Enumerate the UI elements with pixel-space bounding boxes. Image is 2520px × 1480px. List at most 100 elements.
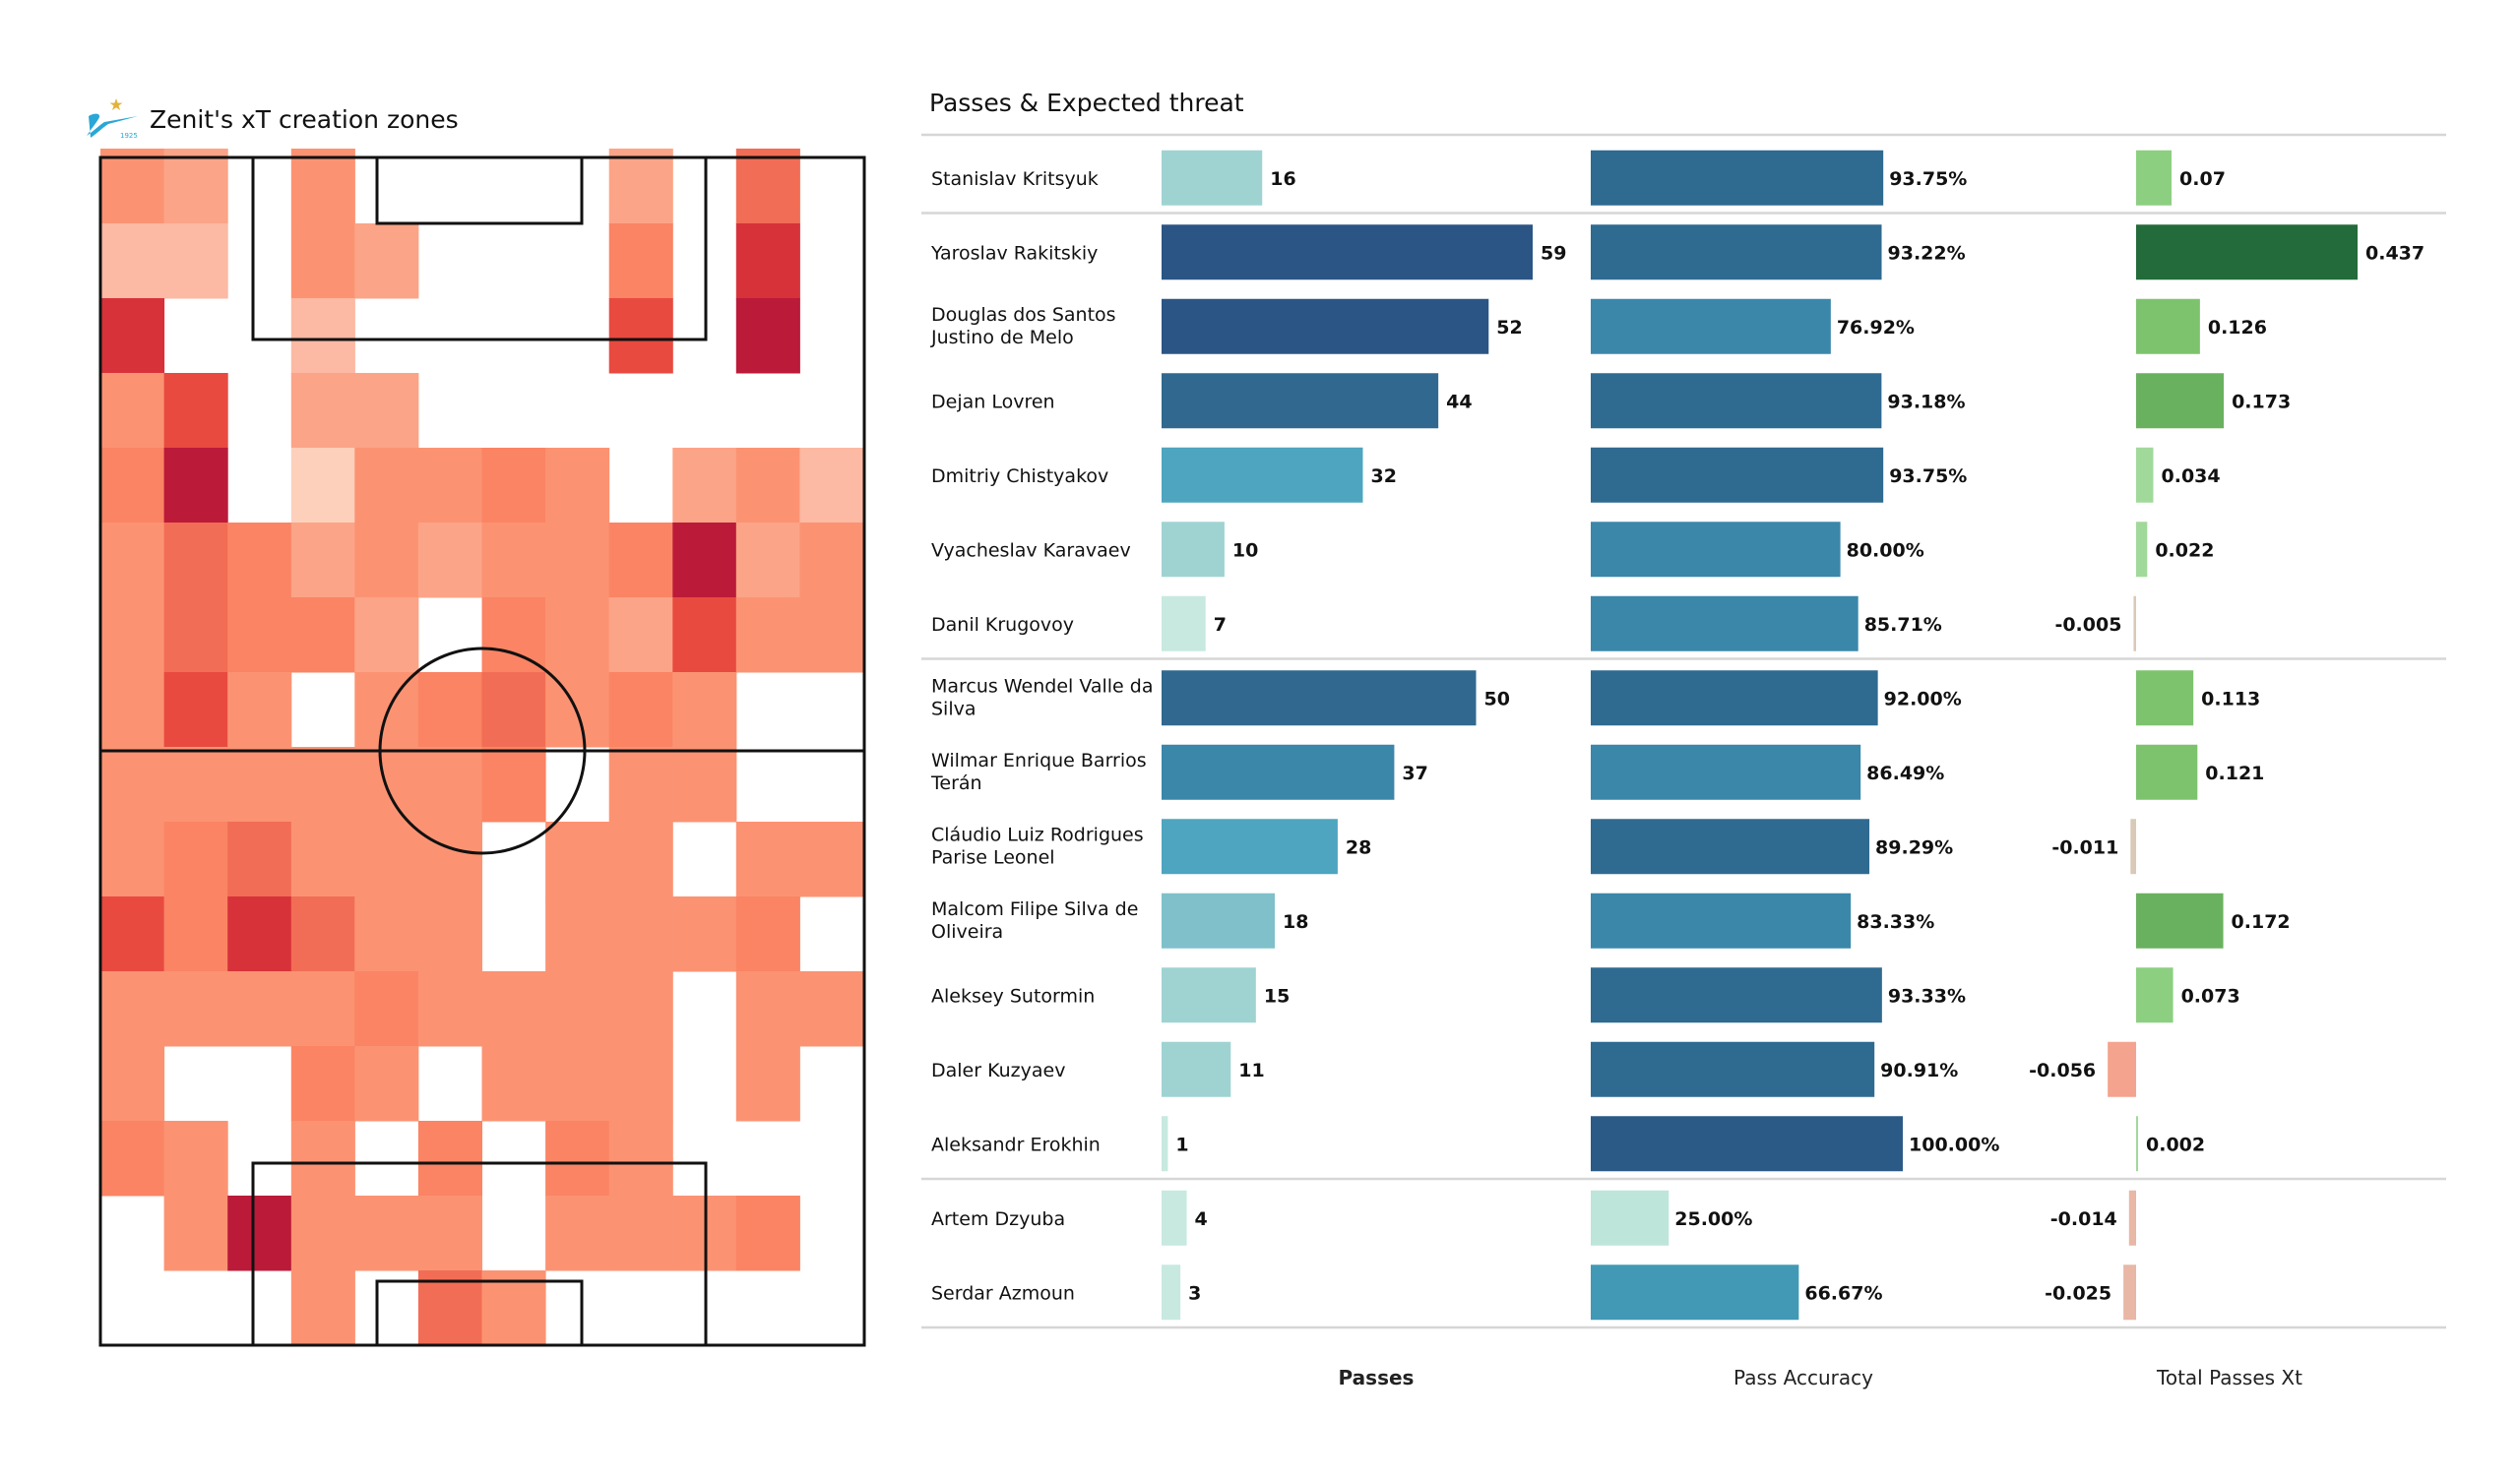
pass-accuracy-value-label: 86.49% xyxy=(1866,763,1944,784)
heatmap-cell xyxy=(354,373,419,449)
table-row: Malcom Filipe Silva de Oliveira 18 83.33% 0.… xyxy=(931,893,2291,949)
heatmap-cell xyxy=(545,822,610,897)
passes-value-label: 3 xyxy=(1188,1282,1201,1304)
xt-bar xyxy=(2136,744,2198,800)
heatmap-cell xyxy=(100,223,165,299)
table-row: Wilmar Enrique Barrios Terán 37 86.49% 0.121 xyxy=(930,744,2264,800)
player-name: Dmitriy Chistyakov xyxy=(931,465,1108,487)
heatmap-cell xyxy=(100,597,165,673)
player-name: Stanislav Kritsyuk xyxy=(931,168,1099,190)
table-row: Dejan Lovren 44 93.18% 0.173 xyxy=(931,373,2291,429)
heatmap-cell xyxy=(163,1121,228,1197)
pass-accuracy-bar xyxy=(1591,819,1870,875)
heatmap-cell xyxy=(545,597,610,673)
passes-value-label: 59 xyxy=(1541,242,1566,264)
passes-bar xyxy=(1162,595,1206,651)
heatmap-cell xyxy=(163,971,228,1047)
player-name: Dejan Lovren xyxy=(931,391,1055,412)
heatmap-cell xyxy=(672,523,737,598)
pass-accuracy-value-label: 93.18% xyxy=(1887,391,1965,412)
heatmap-cell xyxy=(545,896,610,972)
heatmap-cell xyxy=(354,822,419,897)
heatmap-cell xyxy=(735,1196,800,1271)
heatmap-cell xyxy=(608,747,673,823)
table-row: Dmitriy Chistyakov 32 93.75% 0.034 xyxy=(931,447,2221,503)
heatmap-cell xyxy=(354,896,419,972)
pass-accuracy-value-label: 89.29% xyxy=(1875,836,1953,858)
footer-total-passes-xt: Total Passes Xt xyxy=(2157,1366,2302,1389)
heatmap-cell xyxy=(227,822,292,897)
table-title: Passes & Expected threat xyxy=(929,89,1244,117)
footer-passes: Passes xyxy=(1338,1366,1415,1389)
heatmap-cell xyxy=(545,1121,610,1197)
pass-accuracy-bar xyxy=(1591,967,1882,1023)
heatmap-cell xyxy=(417,896,482,972)
player-name: Malcom Filipe Silva de Oliveira xyxy=(931,898,1138,943)
xt-value-label: -0.025 xyxy=(2045,1282,2111,1304)
heatmap-cell xyxy=(608,971,673,1047)
pass-accuracy-value-label: 80.00% xyxy=(1847,539,1924,561)
heatmap-cell xyxy=(735,523,800,598)
heatmap-cell xyxy=(417,523,482,598)
heatmap-cell xyxy=(290,523,355,598)
heatmap-cell xyxy=(100,822,165,897)
heatmap-cell xyxy=(354,223,419,299)
passes-bar xyxy=(1162,670,1477,726)
xt-value-label: 0.073 xyxy=(2181,985,2240,1007)
passes-value-label: 11 xyxy=(1238,1060,1264,1081)
xt-bar xyxy=(2136,224,2358,280)
table-row: Daler Kuzyaev 11 90.91% -0.056 xyxy=(931,1041,2136,1097)
xt-value-label: 0.034 xyxy=(2162,465,2221,487)
xt-value-label: 0.437 xyxy=(2365,242,2425,264)
heatmap-cell xyxy=(163,523,228,598)
heatmap-cell xyxy=(735,448,800,524)
passes-bar xyxy=(1162,522,1225,578)
table-row: Danil Krugovoy 7 85.71% -0.005 xyxy=(931,595,2136,651)
player-name: Danil Krugovoy xyxy=(931,614,1074,636)
heatmap-cell xyxy=(735,822,800,897)
xt-bar xyxy=(2130,819,2136,875)
heatmap-cell xyxy=(354,672,419,748)
pass-accuracy-bar xyxy=(1591,744,1861,800)
heatmap-cell xyxy=(163,597,228,673)
heatmap-cell xyxy=(227,1196,292,1271)
pass-accuracy-value-label: 83.33% xyxy=(1857,911,1934,933)
heatmap-cell xyxy=(354,523,419,598)
footer-pass-accuracy: Pass Accuracy xyxy=(1733,1366,1873,1389)
player-name: Wilmar Enrique Barrios Terán xyxy=(930,750,1147,794)
heatmap-cell xyxy=(799,448,864,524)
passes-value-label: 28 xyxy=(1346,836,1371,858)
heatmap-cell xyxy=(354,448,419,524)
heatmap-cell xyxy=(100,373,165,449)
heatmap-cell xyxy=(481,1046,546,1122)
passes-value-label: 10 xyxy=(1232,539,1258,561)
xt-value-label: 0.113 xyxy=(2201,688,2260,709)
xt-bar xyxy=(2133,595,2136,651)
passes-value-label: 1 xyxy=(1175,1134,1188,1155)
player-name: Aleksey Sutormin xyxy=(931,985,1095,1007)
heatmap-cell xyxy=(163,149,228,224)
heatmap-cell xyxy=(417,971,482,1047)
heatmap-cell xyxy=(163,223,228,299)
pass-accuracy-bar xyxy=(1591,447,1884,503)
heatmap-cell xyxy=(100,896,165,972)
heatmap-cell xyxy=(672,747,737,823)
heatmap-cell xyxy=(100,298,165,374)
heatmap-cell xyxy=(163,747,228,823)
heatmap-cell xyxy=(799,971,864,1047)
heatmap-cell xyxy=(735,971,800,1047)
pass-accuracy-value-label: 93.22% xyxy=(1888,242,1966,264)
xt-value-label: 0.07 xyxy=(2179,168,2226,190)
pass-accuracy-bar xyxy=(1591,893,1852,949)
heatmap-title: Zenit's xT creation zones xyxy=(150,104,459,134)
heatmap-cell xyxy=(290,597,355,673)
heatmap-cell xyxy=(545,1046,610,1122)
heatmap-cell xyxy=(163,373,228,449)
pass-accuracy-value-label: 76.92% xyxy=(1837,317,1915,339)
heatmap-cell xyxy=(608,1046,673,1122)
heatmap-cell xyxy=(163,672,228,748)
passes-bar xyxy=(1162,1041,1231,1097)
heatmap-cell xyxy=(417,747,482,823)
heatmap-cell xyxy=(799,597,864,673)
heatmap-cell xyxy=(608,223,673,299)
